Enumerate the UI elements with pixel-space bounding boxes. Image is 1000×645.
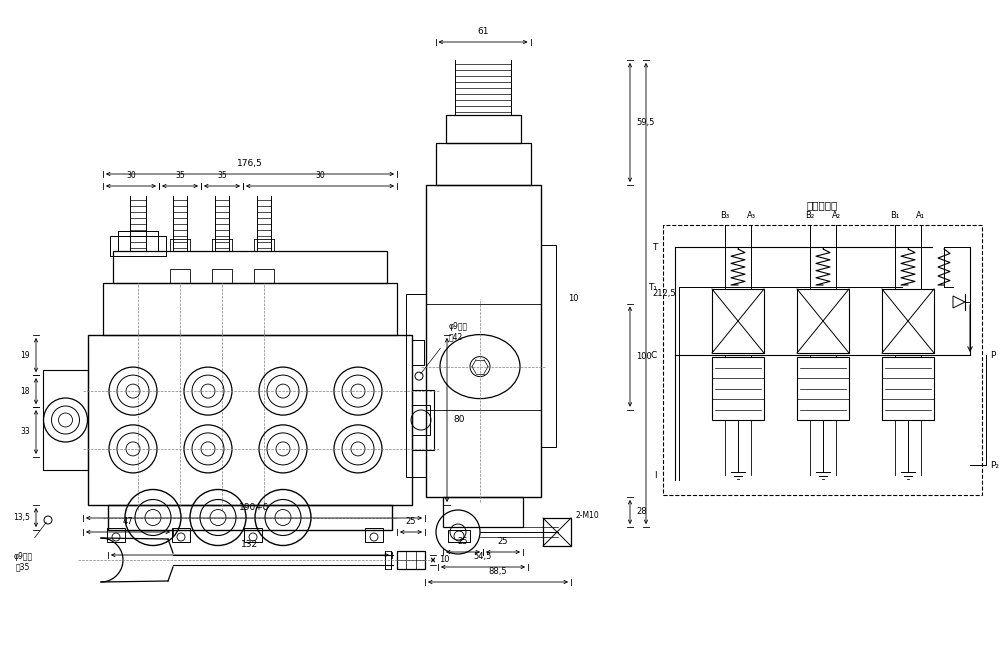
Bar [436, 143, 530, 185]
Text: φ9赋孔
淸35: φ9赋孔 淸35 [13, 552, 33, 571]
Bar [663, 225, 982, 495]
Text: 25: 25 [498, 537, 508, 546]
Text: P₂: P₂ [990, 461, 999, 470]
Text: 2-M10: 2-M10 [576, 511, 600, 521]
Text: 25: 25 [458, 537, 468, 546]
Text: 25: 25 [406, 517, 416, 526]
Bar [412, 390, 434, 450]
Text: A₁: A₁ [916, 210, 926, 219]
Bar [540, 245, 556, 447]
Text: 61: 61 [477, 27, 489, 36]
Text: T: T [652, 243, 657, 252]
Bar [107, 528, 125, 542]
Text: 35: 35 [217, 171, 227, 180]
Text: B₁: B₁ [890, 210, 900, 219]
Bar [212, 269, 232, 283]
Text: 59,5: 59,5 [636, 118, 654, 127]
Bar [712, 289, 764, 353]
Text: C: C [651, 350, 657, 359]
Text: B₂: B₂ [805, 210, 815, 219]
Bar [406, 293, 426, 477]
Text: 35: 35 [175, 171, 185, 180]
Text: 10: 10 [439, 555, 450, 564]
Text: 100: 100 [636, 352, 652, 361]
Bar [88, 335, 412, 505]
Text: φ9赋孔
淸42: φ9赋孔 淸42 [449, 322, 468, 341]
Bar [543, 518, 571, 546]
Bar [426, 185, 540, 497]
Bar [797, 289, 849, 353]
Text: 33: 33 [20, 428, 30, 437]
Text: 88,5: 88,5 [489, 567, 507, 576]
Bar [446, 115, 520, 143]
Bar [170, 269, 190, 283]
Text: 54,5: 54,5 [474, 552, 492, 561]
Text: 47: 47 [123, 517, 133, 526]
Text: 30: 30 [126, 171, 136, 180]
Bar [397, 551, 425, 569]
Text: 176,5: 176,5 [237, 159, 263, 168]
Bar [110, 236, 166, 256]
Text: A₂: A₂ [832, 210, 840, 219]
Text: 10: 10 [568, 294, 579, 303]
Bar [882, 357, 934, 420]
Bar [103, 283, 397, 335]
Text: A₃: A₃ [746, 210, 756, 219]
Bar [412, 405, 430, 435]
Bar [882, 289, 934, 353]
Text: B₃: B₃ [720, 210, 730, 219]
Text: 18: 18 [20, 386, 30, 395]
Bar [254, 269, 274, 283]
Text: 液压原理图: 液压原理图 [807, 200, 838, 210]
Text: P: P [990, 350, 995, 359]
Bar [113, 251, 387, 283]
Text: 212,5: 212,5 [652, 289, 676, 298]
Bar [443, 497, 523, 527]
Bar [797, 357, 849, 420]
Text: T₁: T₁ [648, 283, 657, 292]
Text: 13,5: 13,5 [13, 513, 30, 522]
Text: 30: 30 [315, 171, 325, 180]
Text: I: I [654, 470, 657, 479]
Bar [412, 340, 424, 365]
Text: 190+δ: 190+δ [239, 503, 269, 512]
Text: 19: 19 [20, 350, 30, 359]
Text: 28: 28 [636, 508, 647, 517]
Text: 132: 132 [241, 540, 259, 549]
Bar [448, 530, 470, 542]
Bar [712, 357, 764, 420]
Bar [244, 528, 262, 542]
Text: 80: 80 [453, 415, 464, 424]
Bar [108, 505, 392, 530]
Bar [172, 528, 190, 542]
Bar [365, 528, 383, 542]
Bar [43, 370, 88, 470]
